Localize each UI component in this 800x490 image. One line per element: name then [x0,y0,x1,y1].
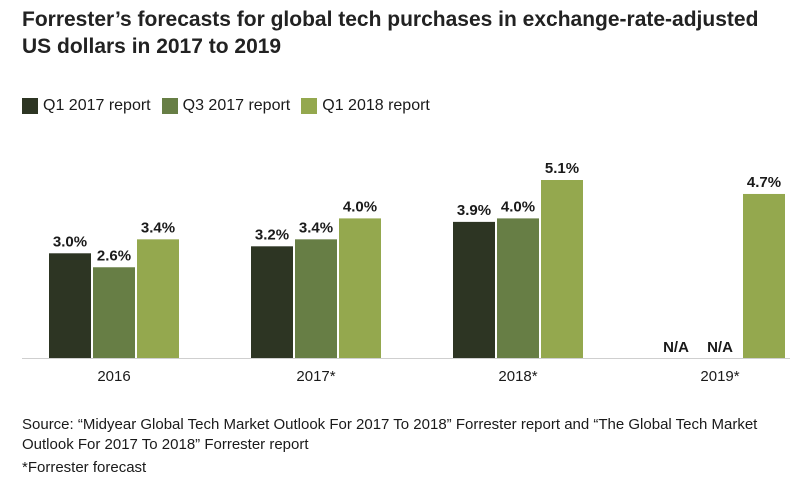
data-label: 3.4% [141,219,175,236]
legend-swatch-q1-2018 [301,98,318,114]
bar [339,218,381,358]
legend-swatch-q1-2017 [22,98,38,114]
data-label: N/A [707,339,733,356]
bar [137,239,179,358]
data-label: 3.9% [457,202,491,219]
bar [541,180,583,358]
data-label: 3.4% [299,219,333,236]
data-label: 5.1% [545,160,579,177]
x-tick-label: 2019* [700,368,739,385]
data-label: 4.7% [747,174,781,191]
x-tick-label: 2017* [296,368,335,385]
bar [251,246,293,358]
bar [93,267,135,358]
data-label: 4.0% [343,198,377,215]
source-note: Source: “Midyear Global Tech Market Outl… [22,416,758,453]
bar [453,221,495,358]
legend-item-q3-2017: Q3 2017 report [161,97,291,115]
data-label: 3.0% [53,233,87,250]
legend-item-q1-2018: Q1 2018 report [301,97,430,115]
data-label: N/A [663,339,689,356]
legend: Q1 2017 report Q3 2017 report Q1 2018 re… [22,96,441,116]
bar [49,253,91,358]
bar [295,239,337,358]
legend-item-q1-2017: Q1 2017 report [22,97,151,115]
x-tick-label: 2016 [97,368,130,385]
legend-label-q3-2017: Q3 2017 report [182,97,291,114]
legend-label-q1-2017: Q1 2017 report [43,97,151,114]
data-label: 3.2% [255,226,289,243]
bar-chart: 3.0% 2.6% 3.4% 2016 3.2% 3.4% 4.0% 2017* 3.9% 4.0… [22,160,790,385]
x-tick-label: 2018* [498,368,537,385]
footnote: *Forrester forecast [22,459,147,476]
bar [743,193,785,358]
data-label: 4.0% [501,198,535,215]
bar [497,218,539,358]
chart-title: Forrester’s forecasts for global tech pu… [22,8,759,58]
legend-label-q1-2018: Q1 2018 report [322,97,430,114]
legend-swatch-q3-2017 [161,98,178,114]
data-label: 2.6% [97,247,131,264]
